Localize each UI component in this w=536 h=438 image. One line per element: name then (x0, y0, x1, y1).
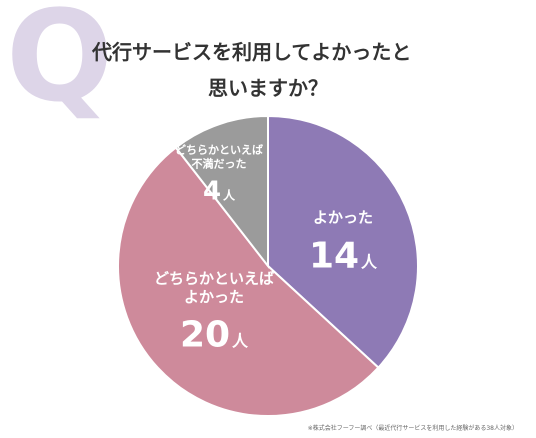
slice-label-text: よかった (313, 209, 373, 227)
slice-value-number: 14 (309, 235, 359, 276)
slice-label-text: 不満だった (192, 156, 247, 170)
slice-value: 14 人 (309, 235, 378, 276)
slice-label-1: よかった 14 人 (309, 209, 378, 277)
slice-value-number: 4 (203, 177, 221, 207)
title-line-1: 代行サービスを利用してよかったと (92, 40, 412, 64)
slice-value-unit: 人 (223, 188, 236, 203)
pie-slices (117, 114, 419, 417)
slice-label-text: どちらかといえば (154, 269, 274, 287)
page-title: 代行サービスを利用してよかったと 思いますか？ (92, 34, 512, 106)
pie-slice-3 (174, 114, 269, 269)
pie-slice-1 (267, 114, 419, 370)
pie-slice-2 (117, 146, 380, 417)
title-line-2: 思いますか？ (208, 76, 328, 100)
slice-value: 20 人 (180, 315, 249, 356)
slice-value-unit: 人 (232, 332, 249, 351)
slice-label-text: よかった (184, 288, 244, 306)
footnote: ※株式会社フーフー調べ（最近代行サービスを利用した経験がある38人対象） (307, 425, 518, 432)
slice-value-number: 20 (180, 315, 230, 356)
slice-label-text: どちらかといえば (175, 143, 263, 157)
slice-value-unit: 人 (361, 252, 378, 271)
q-mark: Q (6, 0, 114, 130)
